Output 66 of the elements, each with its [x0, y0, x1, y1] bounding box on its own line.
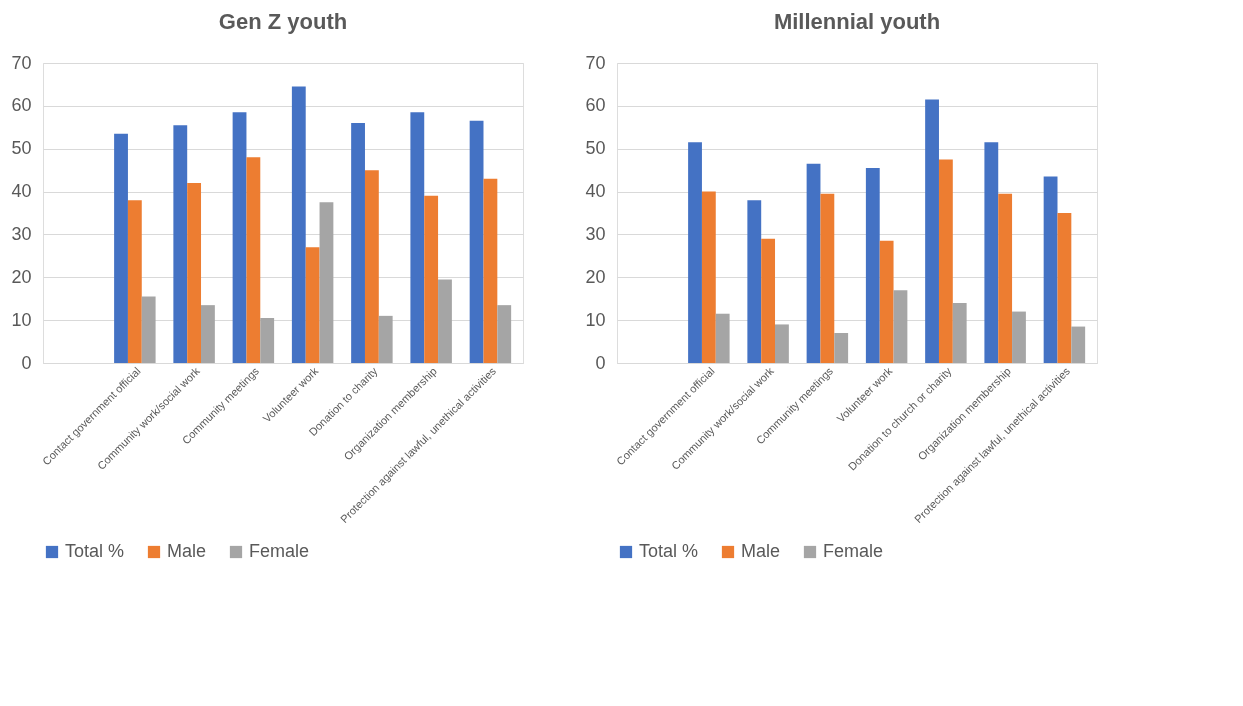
bar	[187, 183, 202, 363]
bar	[469, 120, 484, 363]
bar	[127, 200, 142, 363]
legend-label: Male	[167, 541, 207, 561]
bar	[1071, 326, 1086, 363]
y-tick-label: 20	[585, 266, 606, 287]
legend-label: Female	[249, 541, 310, 561]
bar	[173, 125, 188, 363]
bar	[834, 333, 849, 363]
chart-title: Gen Z youth	[218, 9, 348, 34]
y-tick-label: 40	[585, 181, 606, 202]
bar	[715, 313, 730, 363]
bar	[879, 240, 894, 363]
y-tick-label: 30	[585, 223, 606, 244]
y-tick-label: 0	[595, 352, 606, 373]
bar	[1043, 176, 1058, 363]
bar	[260, 318, 275, 363]
bar	[820, 193, 835, 363]
bar	[378, 315, 393, 363]
y-tick-label: 70	[585, 52, 606, 73]
bar	[305, 247, 320, 363]
bar	[893, 290, 908, 363]
bar	[775, 324, 789, 363]
chart-title: Millennial youth	[773, 9, 941, 34]
bar	[291, 86, 306, 363]
bar	[438, 279, 452, 363]
y-tick-label: 50	[585, 138, 606, 159]
y-tick-label: 0	[21, 352, 32, 373]
y-tick-label: 30	[11, 223, 32, 244]
y-tick-label: 60	[11, 95, 32, 116]
legend-label: Total %	[639, 541, 699, 561]
bar	[701, 191, 716, 363]
bar	[865, 168, 880, 363]
y-tick-label: 20	[11, 266, 32, 287]
bar	[424, 195, 439, 363]
bar	[319, 202, 334, 363]
y-tick-label: 60	[585, 95, 606, 116]
bar	[246, 157, 261, 363]
y-tick-label: 70	[11, 52, 32, 73]
bar	[497, 305, 512, 363]
y-tick-label: 10	[585, 309, 606, 330]
bar	[984, 142, 999, 363]
bar	[351, 123, 365, 363]
bar	[925, 99, 939, 363]
bar	[998, 193, 1013, 363]
bar	[483, 178, 498, 363]
bar	[761, 238, 776, 363]
bar	[806, 163, 821, 363]
bar	[747, 200, 762, 363]
bar	[364, 170, 379, 363]
bar	[232, 112, 247, 363]
legend-label: Total %	[65, 541, 125, 561]
bar	[201, 305, 215, 363]
y-tick-label: 10	[11, 309, 32, 330]
bar	[1012, 311, 1026, 363]
bar	[1057, 213, 1072, 363]
bar	[410, 112, 425, 363]
bar	[938, 159, 953, 363]
bar	[688, 142, 702, 363]
bar	[952, 303, 967, 363]
bar	[141, 296, 156, 363]
legend-label: Male	[741, 541, 781, 561]
legend-label: Female	[823, 541, 884, 561]
bar	[114, 133, 128, 363]
y-tick-label: 50	[11, 138, 32, 159]
y-tick-label: 40	[11, 181, 32, 202]
